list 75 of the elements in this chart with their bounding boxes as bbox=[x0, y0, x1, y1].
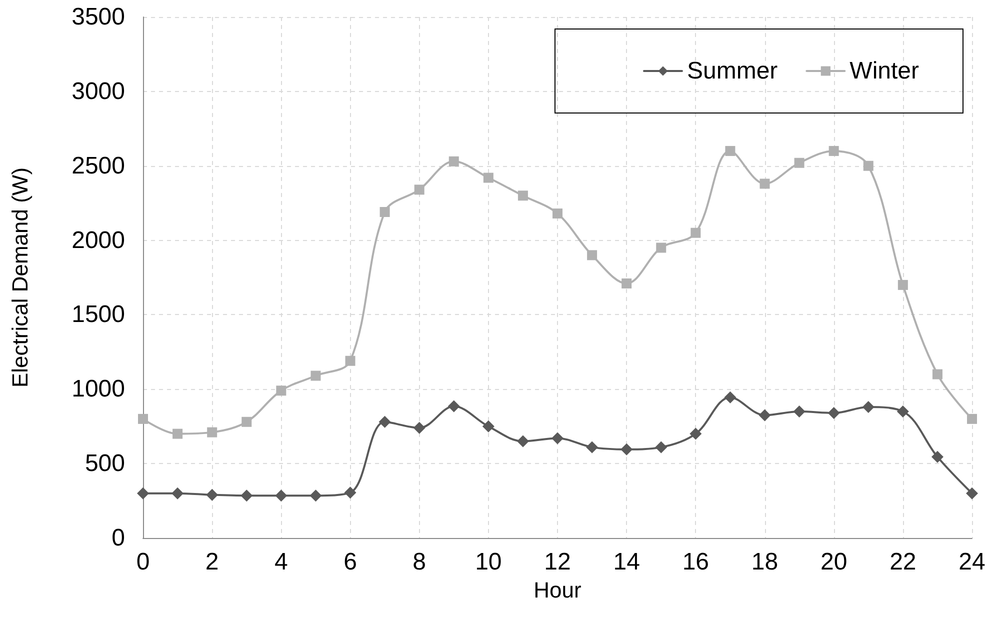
point bbox=[586, 441, 598, 454]
point bbox=[448, 156, 459, 166]
point bbox=[552, 208, 562, 218]
point bbox=[896, 405, 909, 418]
point bbox=[483, 172, 494, 183]
point bbox=[862, 401, 874, 414]
y-tick-label: 3500 bbox=[72, 4, 125, 30]
point bbox=[414, 184, 424, 195]
y-axis-title: Electrical Demand (W) bbox=[8, 167, 32, 388]
point bbox=[345, 356, 356, 366]
point bbox=[725, 146, 736, 156]
x-tick-label: 6 bbox=[344, 548, 357, 576]
point bbox=[380, 207, 390, 218]
point bbox=[482, 420, 494, 432]
x-tick-label: 0 bbox=[136, 548, 150, 576]
x-tick-label: 22 bbox=[890, 548, 916, 576]
x-tick-label: 2 bbox=[205, 548, 219, 576]
point bbox=[966, 487, 978, 500]
legend-label: Summer bbox=[686, 58, 778, 84]
point bbox=[206, 488, 218, 501]
point bbox=[518, 190, 528, 201]
point bbox=[344, 486, 356, 499]
point bbox=[622, 278, 632, 288]
point bbox=[932, 369, 942, 380]
x-tick-label: 18 bbox=[751, 548, 778, 576]
x-tick-label: 8 bbox=[412, 548, 426, 576]
point bbox=[758, 409, 771, 422]
point bbox=[690, 228, 701, 238]
point bbox=[240, 490, 253, 502]
point bbox=[137, 487, 149, 500]
y-tick-label: 2000 bbox=[72, 226, 125, 254]
y-tick-label: 0 bbox=[112, 524, 125, 552]
legend-label: Winter bbox=[850, 58, 920, 84]
y-tick-label: 1000 bbox=[72, 376, 125, 403]
point bbox=[310, 490, 322, 502]
point bbox=[620, 443, 633, 456]
x-tick-label: 12 bbox=[544, 548, 571, 576]
point bbox=[794, 158, 804, 168]
x-tick-label: 16 bbox=[682, 548, 710, 576]
point bbox=[760, 178, 770, 189]
point bbox=[931, 450, 944, 463]
point bbox=[448, 400, 460, 412]
x-tick-label: 14 bbox=[613, 548, 640, 576]
point bbox=[863, 160, 874, 171]
point bbox=[793, 405, 806, 418]
x-tick-label: 10 bbox=[475, 548, 502, 576]
point bbox=[172, 487, 184, 500]
point bbox=[828, 146, 839, 156]
x-tick-label: 24 bbox=[958, 548, 986, 576]
point bbox=[724, 391, 736, 404]
y-tick-label: 1500 bbox=[72, 301, 125, 328]
y-tick-label: 2500 bbox=[72, 152, 125, 180]
x-tick-label: 4 bbox=[274, 548, 288, 576]
point bbox=[207, 427, 218, 438]
point bbox=[516, 435, 529, 448]
point bbox=[587, 250, 598, 260]
point bbox=[690, 428, 702, 440]
y-tick-label: 3000 bbox=[72, 78, 125, 105]
point bbox=[242, 416, 252, 427]
point bbox=[898, 280, 908, 290]
point bbox=[138, 414, 148, 424]
point bbox=[275, 490, 288, 502]
point bbox=[378, 416, 391, 428]
x-axis-title: Hour bbox=[534, 577, 582, 602]
point bbox=[310, 370, 321, 381]
point bbox=[276, 386, 286, 396]
y-tick-label: 500 bbox=[84, 450, 125, 478]
x-tick-label: 20 bbox=[820, 548, 848, 576]
point bbox=[172, 428, 183, 439]
point bbox=[655, 441, 668, 454]
point bbox=[828, 406, 840, 419]
point bbox=[413, 422, 426, 434]
point bbox=[656, 242, 666, 253]
point bbox=[967, 414, 977, 424]
point bbox=[552, 432, 564, 444]
